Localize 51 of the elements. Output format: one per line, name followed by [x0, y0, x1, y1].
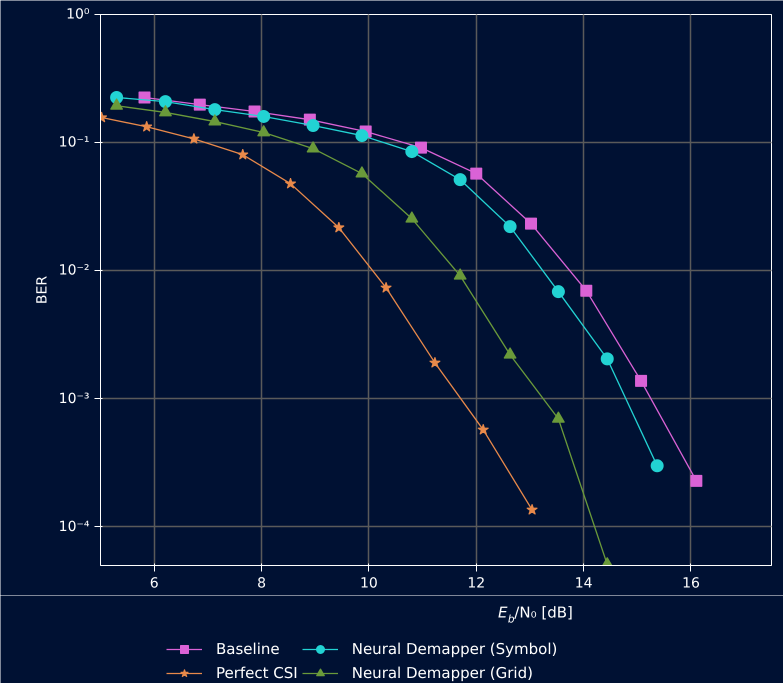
point — [504, 347, 517, 359]
point — [690, 474, 702, 487]
point — [600, 352, 614, 366]
point — [208, 114, 222, 126]
point — [526, 504, 538, 515]
point — [306, 141, 320, 153]
x-tick-label: 12 — [467, 576, 486, 592]
legend-label: Perfect CSI — [216, 664, 298, 682]
point — [355, 129, 368, 142]
point — [470, 168, 482, 180]
point — [405, 145, 418, 158]
x-tick-label: 14 — [574, 576, 593, 592]
y-tick-label: 10⁻² — [58, 262, 90, 279]
point — [257, 125, 270, 136]
point — [208, 103, 222, 116]
point — [454, 268, 467, 280]
point — [284, 178, 296, 189]
legend-label: Neural Demapper (Grid) — [352, 664, 533, 682]
point — [552, 285, 565, 298]
x-tick-label: 10 — [360, 576, 378, 592]
legend-label: Neural Demapper (Symbol) — [352, 640, 558, 658]
point — [478, 424, 489, 435]
point — [504, 220, 517, 234]
point — [380, 282, 392, 293]
x-tick-label: 16 — [682, 576, 700, 592]
y-axis-title: BER — [34, 276, 51, 304]
point — [552, 411, 565, 423]
point — [110, 98, 124, 110]
point — [257, 110, 270, 123]
point — [140, 120, 152, 132]
point — [237, 148, 248, 160]
point — [188, 132, 200, 144]
point — [580, 284, 592, 297]
x-tick-label: 8 — [257, 576, 266, 592]
y-tick-label: 10⁰ — [66, 6, 90, 22]
point — [306, 119, 320, 132]
point — [650, 459, 664, 472]
point — [158, 95, 172, 108]
point — [158, 105, 172, 116]
y-tick-label: 10⁻³ — [58, 390, 90, 407]
point — [525, 218, 538, 230]
point — [405, 211, 418, 223]
y-tick-label: 10⁻¹ — [58, 134, 90, 151]
legend-label: Baseline — [216, 640, 280, 658]
y-tick-label: 10⁻⁴ — [58, 518, 90, 535]
x-tick-label: 6 — [150, 576, 159, 592]
point — [454, 173, 467, 186]
point — [429, 356, 441, 368]
point — [355, 166, 368, 178]
point — [635, 374, 648, 387]
point — [333, 222, 345, 233]
